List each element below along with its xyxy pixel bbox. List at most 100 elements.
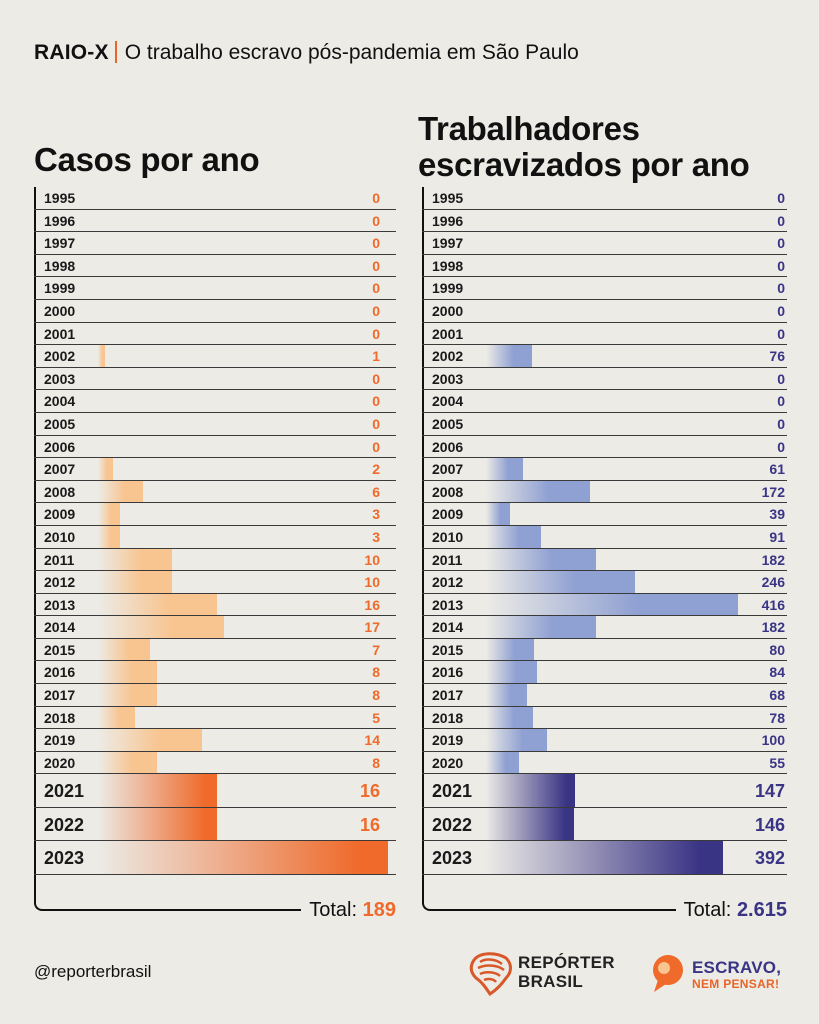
bar-2014 (486, 616, 597, 638)
value-label: 182 (761, 551, 785, 568)
value-label: 5 (372, 709, 380, 726)
bar-row-2004: 2004 0 (422, 390, 787, 413)
year-label: 2023 (44, 848, 85, 869)
bar-row-2001: 2001 0 (34, 323, 396, 346)
bar-2012 (486, 571, 636, 593)
year-label: 2014 (44, 619, 76, 636)
year-label: 2015 (44, 641, 76, 658)
bar-2019 (486, 729, 547, 751)
bar-row-2023: 2023 39 (34, 841, 396, 875)
bar-row-2000: 2000 0 (422, 300, 787, 323)
value-label: 0 (372, 280, 380, 297)
bar-2023 (486, 841, 724, 874)
bar-2022 (486, 807, 575, 841)
bar-row-2008: 2008 6 (34, 480, 396, 504)
bar-2020 (486, 751, 520, 774)
bar-row-2011: 2011 182 (422, 548, 787, 572)
year-label: 2009 (44, 506, 76, 523)
total-label: Total: 189 (301, 898, 396, 922)
bar-row-2020: 2020 55 (422, 751, 787, 775)
year-label: 2018 (44, 709, 76, 726)
value-label: 16 (364, 596, 380, 613)
year-label: 2009 (432, 506, 464, 523)
year-label: 2006 (44, 438, 76, 455)
bar-row-2023: 2023 392 (422, 841, 787, 875)
value-label: 0 (777, 370, 785, 387)
year-label: 2011 (44, 551, 75, 568)
total-value: 2.615 (736, 899, 787, 921)
bar-row-2005: 2005 0 (422, 413, 787, 436)
year-label: 2005 (432, 415, 464, 432)
bar-row-2009: 2009 39 (422, 503, 787, 526)
bar-row-2015: 2015 7 (34, 638, 396, 662)
social-handle: @reporterbrasil (34, 962, 152, 981)
year-label: 2012 (432, 574, 464, 591)
bar-2016 (486, 661, 537, 684)
bar-row-2012: 2012 10 (34, 571, 396, 594)
bar-2002 (98, 345, 106, 367)
bar-row-1995: 1995 0 (422, 187, 787, 210)
bar-2009 (486, 503, 510, 525)
bar-2011 (98, 548, 173, 571)
value-label: 39 (769, 506, 785, 523)
year-label: 2005 (44, 415, 76, 432)
bar-row-2009: 2009 3 (34, 503, 396, 526)
bar-row-1999: 1999 0 (422, 277, 787, 300)
bar-row-2002: 2002 76 (422, 345, 787, 368)
bar-row-2005: 2005 0 (34, 413, 396, 436)
bar-2007 (98, 458, 113, 480)
logo-escravo-line1: ESCRAVO, (692, 958, 782, 977)
value-label: 16 (359, 814, 380, 835)
bar-2015 (98, 638, 151, 661)
header-separator (114, 41, 117, 63)
logo-escravo-line2: NEM PENSAR! (692, 977, 780, 991)
chart-cases-per-year: 1995 0 1996 0 1997 0 1998 0 1999 0 2000 0 2001 0 2002 1… (34, 0, 396, 1024)
year-label: 2020 (432, 754, 464, 771)
total-text: Total: (683, 899, 732, 921)
value-label: 0 (372, 370, 380, 387)
bar-row-2001: 2001 0 (422, 323, 787, 346)
value-label: 246 (761, 574, 785, 591)
bar-2015 (486, 638, 535, 661)
logo-line1: REPÓRTER (518, 953, 615, 972)
year-label: 2007 (432, 461, 464, 478)
value-label: 0 (372, 325, 380, 342)
value-label: 84 (769, 664, 785, 681)
year-label: 1995 (432, 190, 464, 206)
year-label: 2000 (432, 302, 464, 319)
bar-row-2008: 2008 172 (422, 480, 787, 504)
bar-2017 (98, 684, 158, 706)
value-label: 17 (364, 619, 380, 636)
value-label: 8 (372, 687, 380, 704)
value-label: 14 (364, 732, 380, 749)
bar-row-2002: 2002 1 (34, 345, 396, 368)
bar-row-2021: 2021 16 (34, 774, 396, 808)
chart-title-workers: Trabalhadores escravizados por ano (418, 111, 798, 183)
value-label: 0 (777, 257, 785, 274)
value-label: 55 (769, 754, 785, 771)
year-label: 1998 (44, 257, 76, 274)
value-label: 0 (372, 212, 380, 229)
bar-row-1996: 1996 0 (422, 210, 787, 233)
bar-row-2017: 2017 68 (422, 684, 787, 707)
year-label: 2017 (432, 687, 464, 704)
value-label: 0 (777, 235, 785, 252)
escravo-nem-pensar-logo: ESCRAVO, NEM PENSAR! (646, 952, 796, 996)
bar-2013 (486, 593, 738, 616)
bar-row-2007: 2007 61 (422, 458, 787, 481)
bar-2022 (98, 807, 217, 841)
logo-line2: BRASIL (518, 972, 584, 991)
bar-row-2003: 2003 0 (422, 368, 787, 391)
bar-row-2022: 2022 16 (34, 807, 396, 842)
value-label: 0 (777, 438, 785, 455)
year-label: 2010 (44, 528, 76, 545)
bar-row-2007: 2007 2 (34, 458, 396, 481)
header: RAIO-X O trabalho escravo pós-pandemia em… (34, 40, 579, 66)
year-label: 1996 (44, 212, 76, 229)
year-label: 2017 (44, 687, 76, 704)
bar-row-2018: 2018 5 (34, 706, 396, 730)
bar-row-2000: 2000 0 (34, 300, 396, 323)
value-label: 147 (754, 781, 785, 802)
bar-row-1998: 1998 0 (34, 255, 396, 278)
value-label: 0 (777, 393, 785, 410)
